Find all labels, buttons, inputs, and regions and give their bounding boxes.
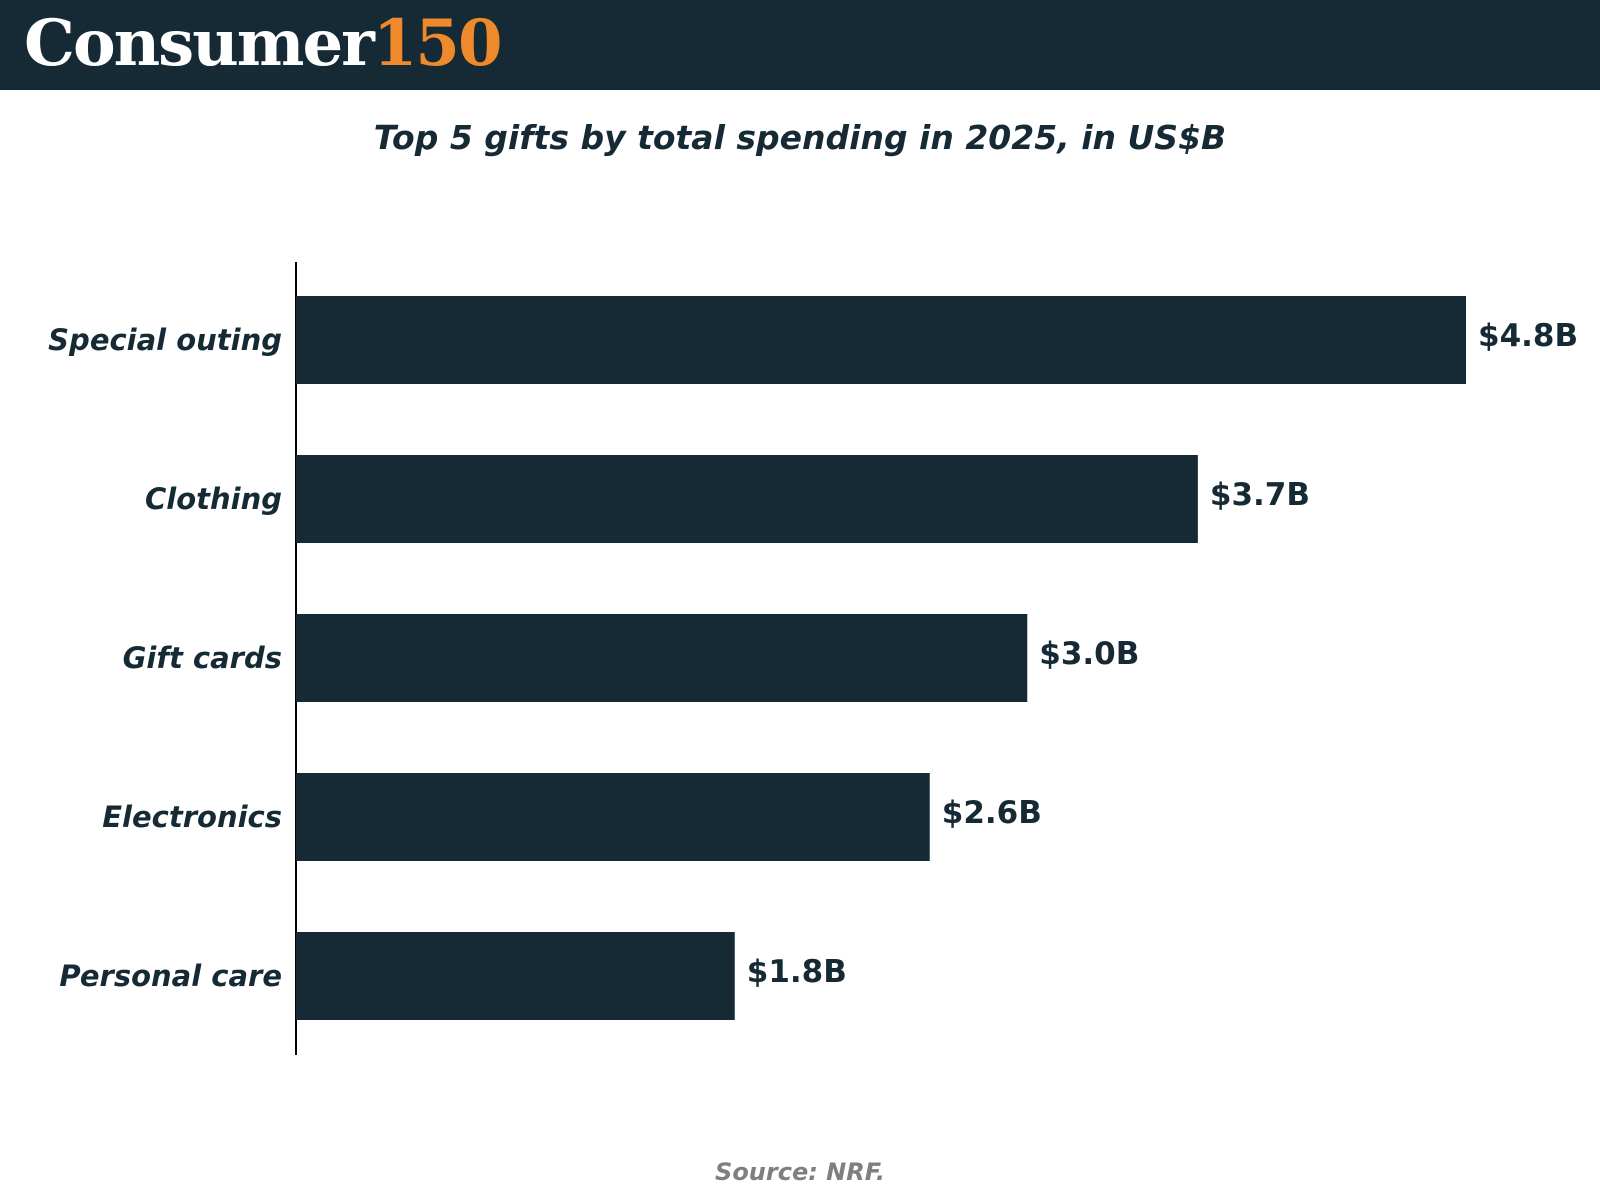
category-label-personal-care: Personal care: [59, 959, 282, 993]
source-note: Source: NRF.: [715, 1158, 885, 1186]
value-label-gift-cards: $3.0B: [1039, 636, 1139, 672]
chart-title: Top 5 gifts by total spending in 2025, i…: [373, 118, 1227, 157]
bar-special-outing: [296, 296, 1466, 384]
consumer150-logo: Consumer150: [24, 6, 503, 81]
bar-electronics: [296, 773, 930, 861]
category-label-special-outing: Special outing: [48, 323, 282, 357]
labels-layer: Special outing $4.8B Clothing $3.7B Gift car…: [48, 318, 1578, 993]
value-label-personal-care: $1.8B: [747, 954, 847, 990]
logo-word: Consumer: [24, 6, 375, 81]
bar-clothing: [296, 455, 1198, 543]
value-label-electronics: $2.6B: [942, 795, 1042, 831]
value-label-clothing: $3.7B: [1210, 477, 1310, 513]
logo-number: 150: [372, 6, 503, 81]
bar-personal-care: [296, 932, 735, 1020]
category-label-gift-cards: Gift cards: [123, 641, 282, 675]
bars-layer: [296, 296, 1466, 1020]
header-bar: Consumer150: [0, 0, 1600, 90]
category-label-electronics: Electronics: [102, 800, 282, 834]
category-label-clothing: Clothing: [145, 482, 282, 516]
value-label-special-outing: $4.8B: [1478, 318, 1578, 354]
bar-gift-cards: [296, 614, 1028, 702]
